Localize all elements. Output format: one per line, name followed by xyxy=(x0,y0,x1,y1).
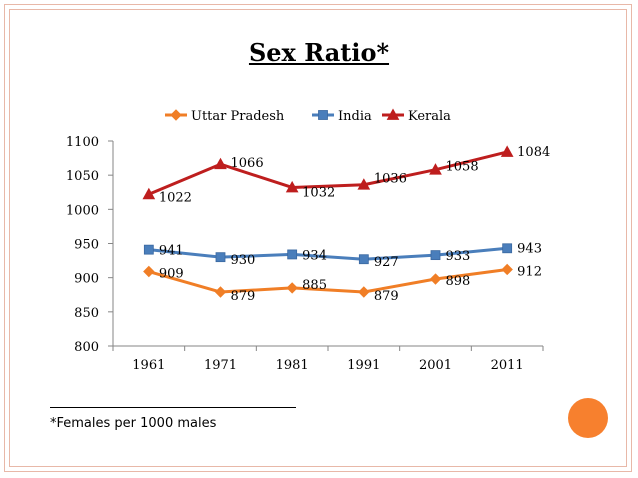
x-tick-label: 1991 xyxy=(347,358,380,373)
y-tick-label: 850 xyxy=(74,306,99,321)
data-point-diamond xyxy=(358,286,370,298)
data-label: 934 xyxy=(302,248,327,263)
slide-frame-inner xyxy=(9,9,627,467)
x-tick-label: 2001 xyxy=(419,358,452,373)
data-point-triangle xyxy=(357,178,371,190)
y-tick-label: 900 xyxy=(74,272,99,287)
decorative-circle xyxy=(568,398,608,438)
data-point-triangle xyxy=(386,108,400,120)
data-point-triangle xyxy=(429,163,442,175)
data-label: 1058 xyxy=(446,160,479,175)
data-label: 930 xyxy=(231,253,256,268)
slide-title: Sex Ratio* xyxy=(248,38,390,67)
series-line-kerala xyxy=(148,150,508,196)
y-tick-label: 1050 xyxy=(66,169,99,184)
data-label: 941 xyxy=(159,244,184,259)
data-label: 879 xyxy=(374,289,399,304)
data-point-diamond xyxy=(429,273,442,285)
series-line-india xyxy=(148,246,508,261)
data-point-square xyxy=(358,254,369,265)
legend-label: India xyxy=(338,109,372,124)
data-label: 943 xyxy=(517,241,542,256)
data-label: 885 xyxy=(302,278,327,293)
data-point-triangle xyxy=(214,157,227,170)
x-tick-label: 1971 xyxy=(204,358,237,373)
data-point-diamond xyxy=(501,263,513,276)
series-line-uttar-pradesh xyxy=(148,267,508,294)
data-point-diamond xyxy=(143,265,155,278)
data-point-diamond xyxy=(286,282,298,294)
data-label: 898 xyxy=(446,274,471,289)
x-tick-label: 2011 xyxy=(491,358,524,373)
data-point-triangle xyxy=(500,145,514,157)
y-tick-label: 1100 xyxy=(66,135,99,150)
footnote-divider xyxy=(50,407,296,408)
data-point-square xyxy=(287,249,298,260)
data-label: 1036 xyxy=(374,172,407,187)
data-point-square xyxy=(215,252,226,263)
legend-label: Kerala xyxy=(408,109,451,124)
legend-label: Uttar Pradesh xyxy=(191,109,285,124)
data-label: 1032 xyxy=(302,185,335,200)
data-label: 933 xyxy=(446,249,471,264)
y-tick-label: 1000 xyxy=(66,203,99,218)
y-tick-label: 950 xyxy=(74,238,99,253)
data-point-triangle xyxy=(285,180,299,193)
data-point-diamond xyxy=(214,286,227,298)
y-tick-label: 800 xyxy=(74,340,99,355)
x-tick-label: 1981 xyxy=(276,358,309,373)
data-label: 879 xyxy=(231,289,256,304)
x-tick-label: 1961 xyxy=(132,358,165,373)
data-point-diamond xyxy=(170,109,182,121)
slide-frame-outer xyxy=(4,4,632,472)
data-point-triangle xyxy=(142,187,156,200)
data-label: 909 xyxy=(159,267,184,282)
data-label: 927 xyxy=(374,255,399,270)
data-label: 1066 xyxy=(231,156,264,171)
data-point-square xyxy=(318,110,328,120)
data-label: 1022 xyxy=(159,190,192,205)
data-point-square xyxy=(502,243,513,254)
data-label: 1084 xyxy=(517,145,550,160)
footnote: *Females per 1000 males xyxy=(50,416,217,431)
data-label: 912 xyxy=(517,264,542,279)
data-point-square xyxy=(143,244,154,255)
data-point-square xyxy=(430,250,441,261)
